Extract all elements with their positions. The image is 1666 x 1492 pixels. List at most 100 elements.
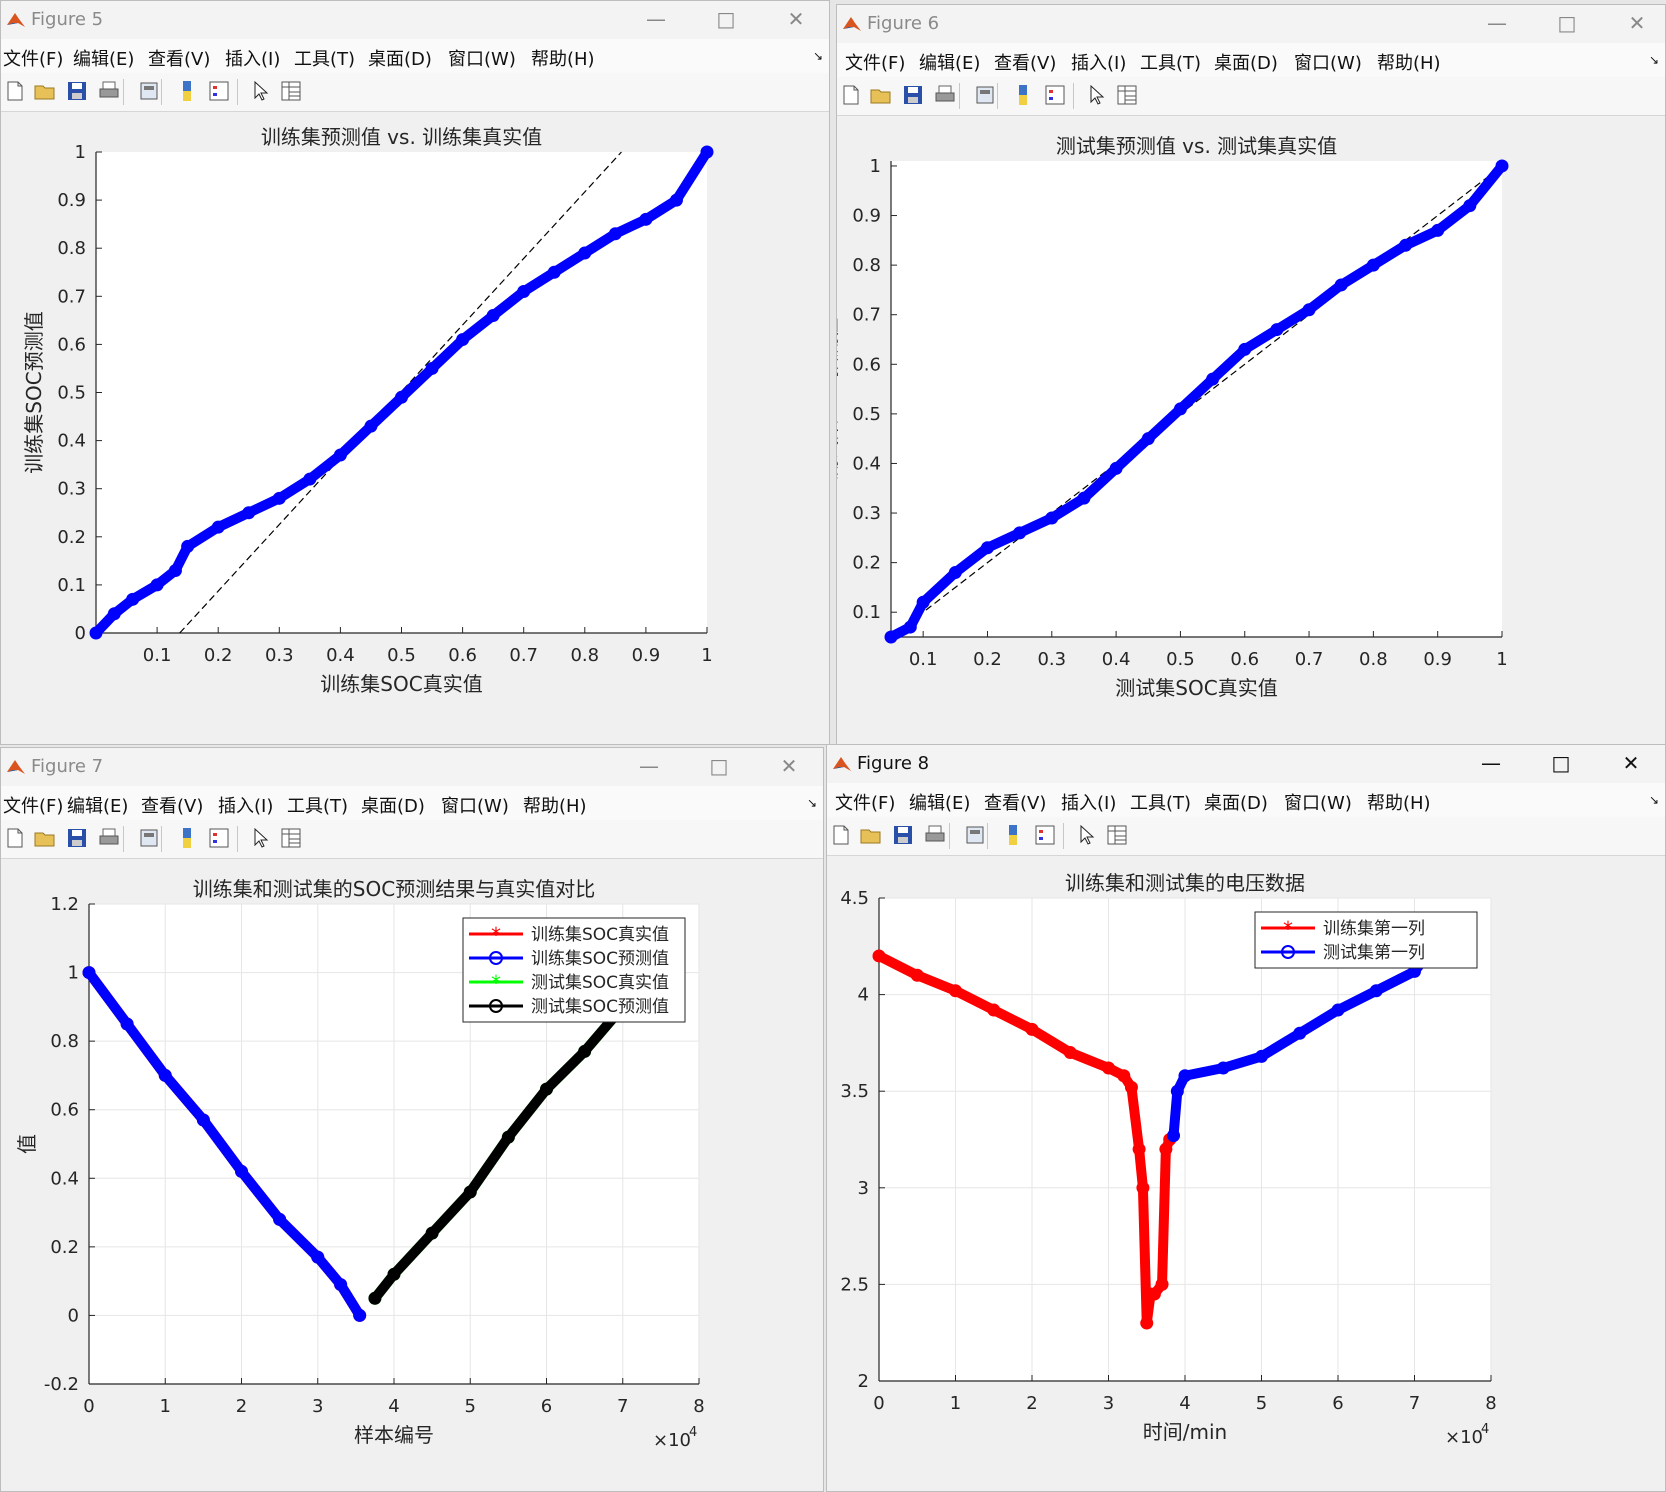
colorbar-icon[interactable]: [175, 826, 199, 850]
pointer-icon[interactable]: [249, 826, 273, 850]
menu-file[interactable]: 文件(F): [845, 53, 906, 74]
menu-window[interactable]: 窗口(W): [1294, 53, 1362, 74]
menu-view[interactable]: 查看(V): [141, 796, 204, 817]
data-marker: [107, 607, 121, 621]
pointer-icon[interactable]: [1075, 823, 1099, 847]
new-file-icon[interactable]: [829, 823, 853, 847]
open-folder-icon[interactable]: [869, 83, 893, 107]
save-icon[interactable]: [891, 823, 915, 847]
pointer-icon[interactable]: [1085, 83, 1109, 107]
print-icon[interactable]: [97, 826, 121, 850]
pointer-icon[interactable]: [249, 79, 273, 103]
print-preview-icon[interactable]: [973, 83, 997, 107]
menu-window[interactable]: 窗口(W): [1284, 793, 1352, 814]
property-inspector-icon[interactable]: [1105, 823, 1129, 847]
menu-edit[interactable]: 编辑(E): [919, 53, 981, 74]
print-icon[interactable]: [933, 83, 957, 107]
menu-desktop[interactable]: 桌面(D): [1214, 53, 1278, 74]
menu-insert[interactable]: 插入(I): [225, 49, 281, 70]
figure-window[interactable]: Figure 6 — □ ✕ 文件(F) 编辑(E) 查看(V) 插入(I) 工…: [836, 4, 1666, 745]
menu-tools[interactable]: 工具(T): [287, 796, 349, 817]
legend-icon[interactable]: [207, 79, 231, 103]
figure-window[interactable]: Figure 7 — □ ✕ 文件(F) 编辑(E) 查看(V) 插入(I) 工…: [0, 747, 824, 1492]
maximize-icon[interactable]: □: [716, 7, 736, 31]
save-icon[interactable]: [65, 79, 89, 103]
y-tick-label: 0.1: [57, 575, 86, 596]
open-folder-icon[interactable]: [33, 826, 57, 850]
print-preview-icon[interactable]: [137, 826, 161, 850]
menu-window[interactable]: 窗口(W): [441, 796, 509, 817]
menu-window[interactable]: 窗口(W): [448, 49, 516, 70]
print-preview-icon[interactable]: [137, 79, 161, 103]
menu-help[interactable]: 帮助(H): [1377, 53, 1441, 74]
menu-tools[interactable]: 工具(T): [1140, 53, 1202, 74]
property-inspector-icon[interactable]: [279, 79, 303, 103]
menu-file[interactable]: 文件(F): [835, 793, 896, 814]
close-icon[interactable]: ✕: [780, 754, 798, 778]
menu-insert[interactable]: 插入(I): [1061, 793, 1117, 814]
print-preview-icon[interactable]: [963, 823, 987, 847]
menu-help[interactable]: 帮助(H): [531, 49, 595, 70]
maximize-icon[interactable]: □: [1551, 751, 1571, 775]
new-file-icon[interactable]: [839, 83, 863, 107]
new-file-icon[interactable]: [3, 79, 27, 103]
menu-insert[interactable]: 插入(I): [1071, 53, 1127, 74]
menu-help[interactable]: 帮助(H): [1367, 793, 1431, 814]
maximize-icon[interactable]: □: [1557, 11, 1577, 35]
data-marker: [1334, 278, 1348, 292]
menu-dock-arrow-icon[interactable]: ↘: [806, 796, 817, 810]
colorbar-icon[interactable]: [1001, 823, 1025, 847]
menu-tools[interactable]: 工具(T): [294, 49, 356, 70]
menu-edit[interactable]: 编辑(E): [73, 49, 135, 70]
new-file-icon[interactable]: [3, 826, 27, 850]
menu-view[interactable]: 查看(V): [148, 49, 211, 70]
menu-file[interactable]: 文件(F): [3, 49, 64, 70]
open-folder-icon[interactable]: [33, 79, 57, 103]
menu-dock-arrow-icon[interactable]: ↘: [1648, 793, 1659, 807]
title-bar[interactable]: Figure 8 — □ ✕: [827, 745, 1665, 783]
menu-help[interactable]: 帮助(H): [523, 796, 587, 817]
close-icon[interactable]: ✕: [787, 7, 805, 31]
menu-desktop[interactable]: 桌面(D): [361, 796, 425, 817]
menu-dock-arrow-icon[interactable]: ↘: [1648, 53, 1659, 67]
menu-edit[interactable]: 编辑(E): [67, 796, 129, 817]
figure-window[interactable]: Figure 5 — □ ✕ 文件(F) 编辑(E) 查看(V) 插入(I) 工…: [0, 0, 830, 745]
property-inspector-icon[interactable]: [1115, 83, 1139, 107]
menu-view[interactable]: 查看(V): [984, 793, 1047, 814]
minimize-icon[interactable]: —: [639, 754, 659, 778]
menu-desktop[interactable]: 桌面(D): [368, 49, 432, 70]
menu-insert[interactable]: 插入(I): [218, 796, 274, 817]
minimize-icon[interactable]: —: [1481, 751, 1501, 775]
legend-icon[interactable]: [207, 826, 231, 850]
open-folder-icon[interactable]: [859, 823, 883, 847]
save-icon[interactable]: [65, 826, 89, 850]
maximize-icon[interactable]: □: [709, 754, 729, 778]
menu-view[interactable]: 查看(V): [994, 53, 1057, 74]
print-icon[interactable]: [923, 823, 947, 847]
title-bar[interactable]: Figure 6 — □ ✕: [837, 5, 1665, 43]
y-tick-label: 0.1: [852, 602, 881, 623]
print-icon[interactable]: [97, 79, 121, 103]
property-inspector-icon[interactable]: [279, 826, 303, 850]
minimize-icon[interactable]: —: [1487, 11, 1507, 35]
menu-tools[interactable]: 工具(T): [1130, 793, 1192, 814]
menu-file[interactable]: 文件(F): [3, 796, 64, 817]
data-marker: [872, 949, 886, 963]
save-icon[interactable]: [901, 83, 925, 107]
x-tick-label: 2: [1026, 1393, 1037, 1414]
legend-icon[interactable]: [1043, 83, 1067, 107]
menu-edit[interactable]: 编辑(E): [909, 793, 971, 814]
title-bar[interactable]: Figure 5 — □ ✕: [1, 1, 829, 39]
figure-window[interactable]: Figure 8 — □ ✕ 文件(F) 编辑(E) 查看(V) 插入(I) 工…: [826, 744, 1666, 1492]
close-icon[interactable]: ✕: [1628, 11, 1646, 35]
minimize-icon[interactable]: —: [646, 7, 666, 31]
colorbar-icon[interactable]: [1011, 83, 1035, 107]
close-icon[interactable]: ✕: [1622, 751, 1640, 775]
colorbar-icon[interactable]: [175, 79, 199, 103]
menu-desktop[interactable]: 桌面(D): [1204, 793, 1268, 814]
title-bar[interactable]: Figure 7 — □ ✕: [1, 748, 823, 786]
menu-dock-arrow-icon[interactable]: ↘: [812, 49, 823, 63]
legend-icon[interactable]: [1033, 823, 1057, 847]
